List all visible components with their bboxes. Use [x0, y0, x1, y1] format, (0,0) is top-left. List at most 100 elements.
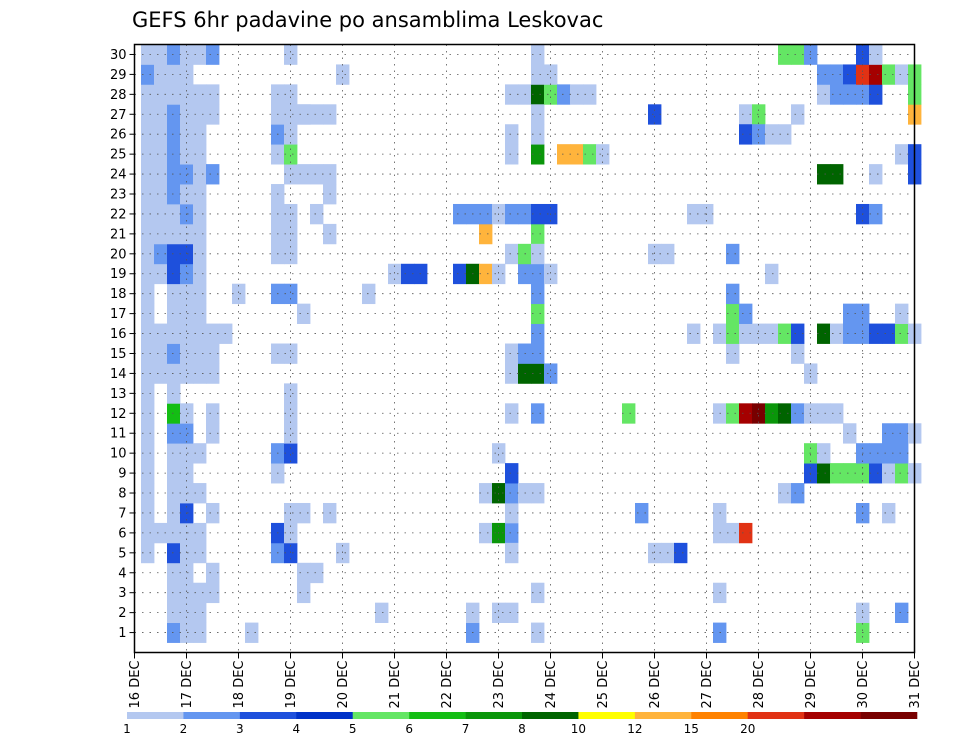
heatmap-cell: [830, 164, 844, 185]
heatmap-cell: [388, 263, 402, 285]
heatmap-cell: [817, 403, 831, 424]
heatmap-cell: [284, 343, 298, 364]
heatmap-cell: [505, 363, 519, 384]
heatmap-cell: [531, 582, 545, 604]
heatmap-cell: [154, 64, 168, 85]
legend-swatch: [804, 712, 861, 719]
heatmap-cell: [180, 323, 194, 344]
heatmap-cell: [557, 84, 571, 105]
heatmap-cell: [141, 502, 155, 524]
heatmap-cell: [141, 423, 155, 444]
heatmap-cell: [843, 423, 857, 444]
heatmap-cell: [284, 542, 298, 564]
heatmap-cell: [895, 423, 909, 444]
heatmap-cell: [180, 44, 194, 65]
heatmap-cell: [531, 483, 545, 504]
x-tick-label: 16 DEC: [128, 661, 143, 709]
heatmap-cell: [297, 502, 311, 524]
legend-label: 10: [571, 722, 586, 736]
heatmap-cell: [284, 383, 298, 404]
y-tick-label: 23: [110, 188, 127, 203]
heatmap-cell: [193, 223, 207, 245]
heatmap-cell: [154, 104, 168, 125]
heatmap-cell: [882, 423, 896, 444]
legend-swatch: [691, 712, 749, 719]
heatmap-cell: [167, 263, 181, 285]
heatmap-cell: [479, 483, 493, 504]
heatmap-cell: [531, 403, 545, 424]
x-tick-label: 30 DEC: [856, 661, 871, 709]
legend: 1 2 3 4 5 6 7 8 10 12 15 20: [123, 712, 918, 736]
heatmap-cell: [843, 323, 857, 344]
heatmap-cell: [830, 84, 844, 105]
heatmap-cell: [232, 283, 246, 305]
heatmap-cell: [739, 104, 753, 125]
heatmap-cell: [154, 363, 168, 384]
heatmap-cell: [648, 542, 662, 564]
heatmap-cell: [869, 84, 883, 105]
heatmap-cell: [180, 403, 194, 424]
heatmap-cell: [843, 64, 857, 85]
legend-label: 15: [684, 722, 699, 736]
heatmap-cell: [167, 363, 181, 384]
heatmap-cell: [141, 323, 155, 344]
heatmap-cell: [505, 243, 519, 265]
heatmap-cell: [193, 184, 207, 205]
heatmap-cell: [765, 323, 779, 344]
heatmap-cell: [167, 602, 181, 623]
heatmap-cell: [284, 84, 298, 105]
heatmap-cell: [531, 622, 545, 643]
heatmap-cell: [505, 403, 519, 424]
heatmap-cell: [531, 243, 545, 265]
heatmap-cell: [284, 403, 298, 424]
heatmap-cell: [284, 423, 298, 444]
heatmap-cell: [882, 443, 896, 464]
heatmap-cell: [154, 44, 168, 65]
heatmap-cell: [167, 483, 181, 504]
heatmap-cell: [752, 124, 766, 145]
heatmap-cell: [752, 323, 766, 344]
heatmap-cell: [141, 184, 155, 205]
y-tick-label: 9: [118, 467, 126, 482]
heatmap-cell: [154, 343, 168, 364]
heatmap-cell: [167, 522, 181, 544]
heatmap-cell: [154, 223, 168, 245]
heatmap-cell: [544, 64, 558, 85]
grid-lines: [134, 44, 915, 653]
heatmap-cell: [167, 164, 181, 185]
x-tick-label: 17 DEC: [180, 661, 195, 709]
heatmap-cell: [141, 64, 155, 85]
heatmap-cell: [791, 343, 805, 364]
heatmap-cell: [895, 443, 909, 464]
heatmap-cell: [141, 463, 155, 484]
heatmap-cell: [206, 423, 220, 444]
heatmap-cell: [505, 84, 519, 105]
heatmap-cell: [843, 303, 857, 324]
x-tick-label: 22 DEC: [440, 661, 455, 709]
heatmap-cell: [167, 343, 181, 364]
heatmap-cell: [141, 363, 155, 384]
heatmap-cell: [193, 203, 207, 225]
heatmap-cell: [687, 203, 701, 225]
heatmap-cell: [180, 283, 194, 305]
heatmap-cell: [193, 283, 207, 305]
y-tick-label: 8: [118, 487, 126, 502]
heatmap-cell: [531, 343, 545, 364]
heatmap-cell: [895, 602, 909, 623]
heatmap-cell: [167, 423, 181, 444]
heatmap-cell: [648, 243, 662, 265]
heatmap-cell: [154, 323, 168, 344]
heatmap-cell: [167, 622, 181, 643]
heatmap-cell: [362, 283, 376, 305]
heatmap-cell: [817, 64, 831, 85]
legend-label: 7: [462, 722, 470, 736]
heatmap-cell: [141, 443, 155, 464]
heatmap-cell: [284, 443, 298, 464]
y-tick-label: 11: [110, 427, 127, 442]
heatmap-cell: [869, 44, 883, 65]
heatmap-cell: [531, 323, 545, 344]
legend-swatch: [296, 712, 354, 719]
heatmap-cell: [167, 502, 181, 524]
heatmap-cell: [505, 602, 519, 623]
heatmap-cell: [180, 243, 194, 265]
